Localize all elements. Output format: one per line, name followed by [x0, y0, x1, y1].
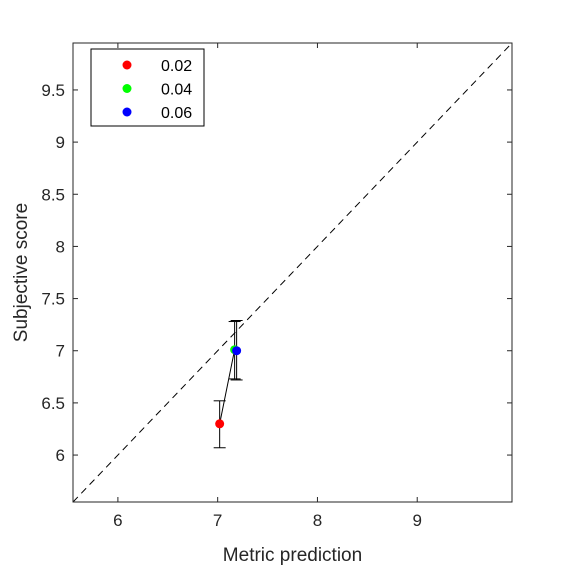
legend-label: 0.02: [161, 58, 192, 75]
x-tick-label: 8: [313, 511, 322, 530]
data-point-0.06: [232, 346, 242, 356]
legend-box: [90, 48, 205, 127]
y-tick-label: 8.5: [41, 185, 65, 204]
x-tick-label: 9: [412, 511, 421, 530]
x-tick-label: 7: [213, 511, 222, 530]
legend-label: 0.04: [161, 82, 192, 99]
y-axis-label: Subjective score: [11, 203, 32, 342]
x-tick-label: 6: [113, 511, 122, 530]
legend-label: 0.06: [161, 105, 192, 122]
x-axis-label: Metric prediction: [223, 545, 362, 566]
y-tick-label: 6.5: [41, 394, 65, 413]
y-tick-label: 8: [56, 237, 65, 256]
y-tick-label: 6: [56, 446, 65, 465]
data-point-0.02: [215, 419, 225, 429]
connecting-line: [219, 348, 237, 424]
legend-marker-0.02: [122, 60, 132, 70]
legend-marker-0.06: [122, 107, 132, 117]
y-tick-label: 7: [56, 342, 65, 361]
plot-frame: [72, 42, 513, 503]
y-tick-label: 9.5: [41, 81, 65, 100]
legend-marker-0.04: [122, 84, 132, 93]
y-tick-label: 7.5: [41, 290, 65, 309]
y-tick-label: 9: [56, 133, 65, 152]
identity-line: [72, 42, 513, 503]
